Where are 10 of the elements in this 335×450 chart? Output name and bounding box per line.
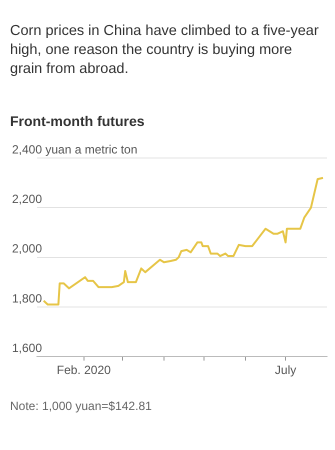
x-tick-label: July [274, 363, 296, 378]
y-tick-label: 2,400 yuan a metric ton [12, 142, 138, 156]
text: Note: 1,000 yuan=$142.81 [10, 398, 152, 414]
y-tick-label: 1,800 [12, 291, 42, 306]
y-tick-label: 1,600 [12, 340, 42, 355]
chart-title: Front-month futures [10, 113, 145, 129]
y-tick-label: 2,200 [12, 192, 42, 206]
y-tick-label: 2,000 [12, 242, 42, 256]
chart-subtitle: Corn prices in China have climbed to a five-year high, one reason the country is buying more grain from abroad. [10, 22, 320, 79]
x-tick-label: Feb. 2020 [56, 363, 112, 378]
